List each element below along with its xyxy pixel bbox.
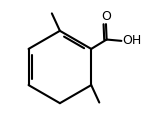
Text: OH: OH xyxy=(122,34,141,47)
Text: O: O xyxy=(101,10,111,23)
